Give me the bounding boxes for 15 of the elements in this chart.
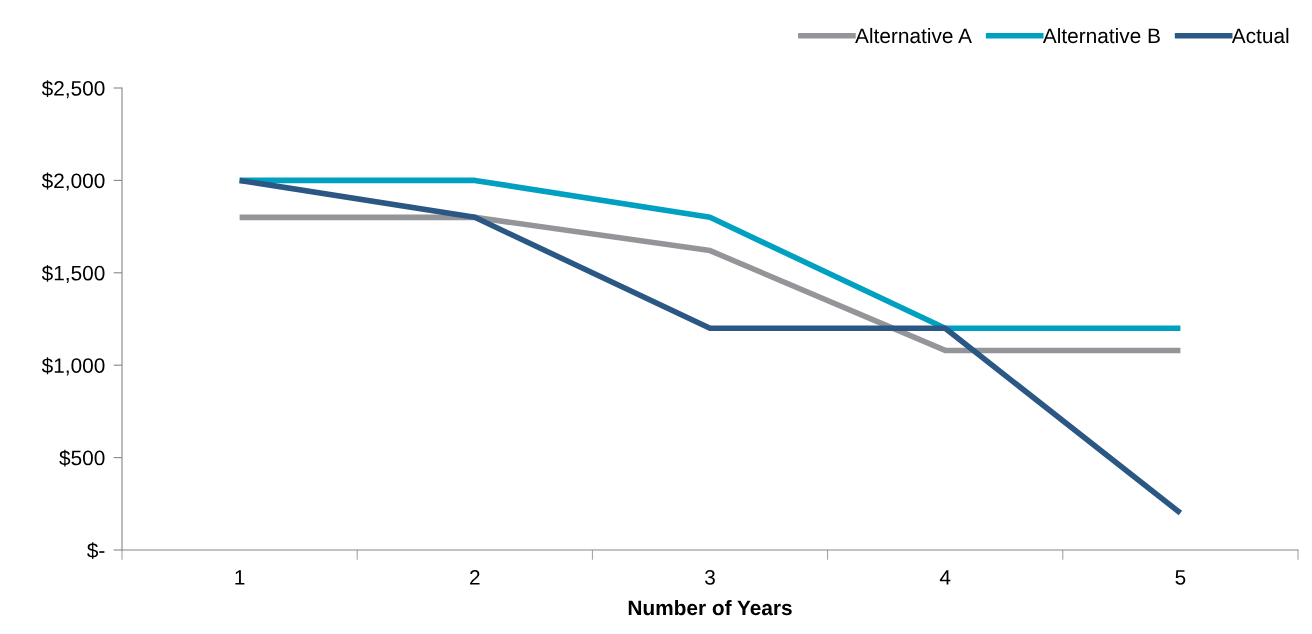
- legend-label: Actual: [1231, 27, 1289, 44]
- y-tick-label: $-: [87, 542, 105, 559]
- y-tick-label: $2,000: [41, 172, 105, 191]
- legend-label: Alternative B: [1042, 27, 1160, 44]
- x-tick-label: 2: [470, 569, 480, 585]
- x-tick-label: 3: [705, 569, 715, 585]
- y-tick-label: $500: [59, 449, 105, 467]
- y-tick-label: $1,000: [41, 357, 105, 376]
- x-tick-label: 5: [1175, 570, 1186, 585]
- y-tick-label: $1,500: [41, 264, 105, 284]
- x-tick-label: 1: [235, 570, 245, 585]
- x-tick-label: 4: [939, 570, 951, 585]
- legend-label: Alternative A: [855, 27, 972, 44]
- x-axis-title: Number of Years: [628, 599, 792, 616]
- y-tick-label: $2,500: [41, 80, 105, 99]
